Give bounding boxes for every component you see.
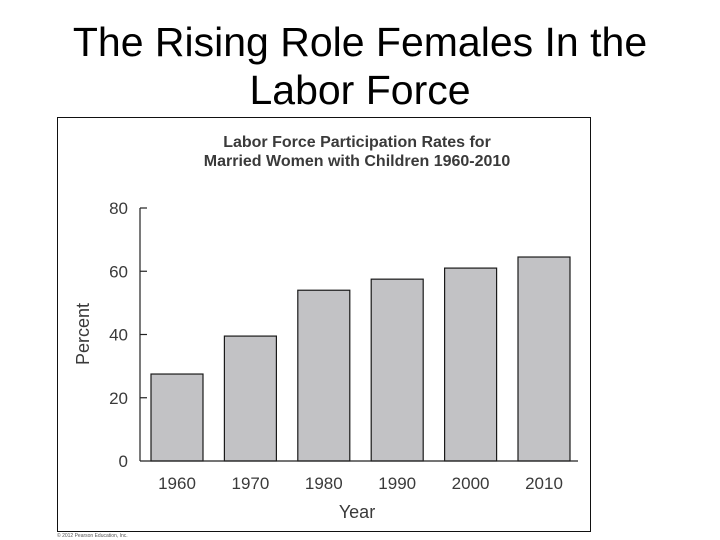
copyright-credit: © 2012 Pearson Education, Inc. bbox=[57, 533, 128, 539]
bar-1960 bbox=[150, 373, 204, 462]
bar-2010 bbox=[517, 256, 571, 462]
y-tick-label-60: 60 bbox=[109, 262, 128, 281]
y-tick-label-20: 20 bbox=[109, 389, 128, 408]
y-tick-label-80: 80 bbox=[109, 199, 128, 218]
x-tick-label-2010: 2010 bbox=[525, 474, 563, 493]
x-tick-label-1980: 1980 bbox=[305, 474, 343, 493]
x-tick-label-1990: 1990 bbox=[378, 474, 416, 493]
y-tick-label-40: 40 bbox=[109, 326, 128, 345]
x-tick-label-1960: 1960 bbox=[158, 474, 196, 493]
bar-1990 bbox=[370, 278, 424, 462]
x-tick-label-1970: 1970 bbox=[231, 474, 269, 493]
bar-1970 bbox=[223, 335, 277, 462]
chart-title-line-2: Married Women with Children 1960-2010 bbox=[204, 153, 511, 170]
chart-title-line-1: Labor Force Participation Rates for bbox=[223, 134, 491, 151]
bar-1980 bbox=[297, 289, 351, 462]
slide-title-line-1: The Rising Role Females In the bbox=[72, 19, 648, 65]
slide-title-line-2: Labor Force bbox=[249, 67, 471, 113]
bar-2000 bbox=[444, 267, 498, 462]
y-axis-label: Percent bbox=[73, 303, 93, 365]
x-tick-label-2000: 2000 bbox=[452, 474, 490, 493]
y-tick-label-0: 0 bbox=[119, 452, 128, 471]
x-axis-label: Year bbox=[339, 502, 375, 522]
slide-title: The Rising Role Females In the Labor For… bbox=[20, 18, 700, 114]
